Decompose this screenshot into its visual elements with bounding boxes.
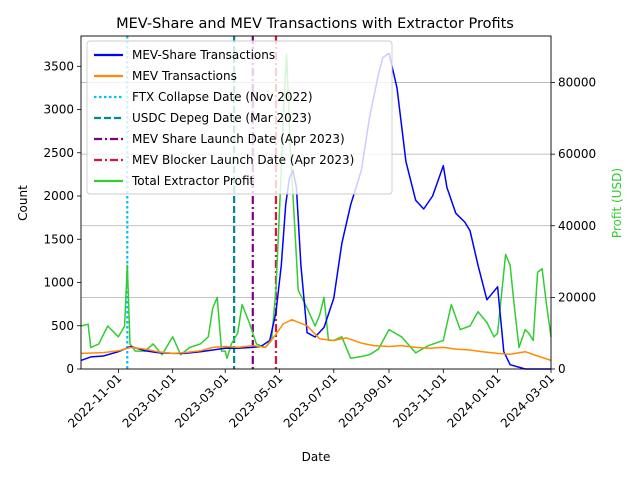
y2-tick-label-2: 40000 bbox=[558, 219, 596, 233]
series-line-1 bbox=[80, 318, 552, 362]
chart-title: MEV-Share and MEV Transactions with Extr… bbox=[116, 16, 514, 32]
legend-label-5: MEV Blocker Launch Date (Apr 2023) bbox=[132, 153, 354, 167]
y2-tick-label-3: 60000 bbox=[558, 147, 596, 161]
y-tick-label-6: 3000 bbox=[43, 103, 74, 117]
legend-label-4: MEV Share Launch Date (Apr 2023) bbox=[132, 132, 345, 146]
legend: MEV-Share Transactions MEV Transactions FT… bbox=[86, 40, 393, 195]
legend-label-3: USDC Depeg Date (Mar 2023) bbox=[132, 111, 312, 125]
series-layer bbox=[80, 52, 552, 370]
legend-label-6: Total Extractor Profit bbox=[131, 174, 255, 188]
y-tick-label-0: 0 bbox=[66, 362, 74, 376]
y-tick-label-3: 1500 bbox=[43, 232, 74, 246]
y-tick-label-4: 2000 bbox=[43, 189, 74, 203]
y2-tick-label-1: 20000 bbox=[558, 290, 596, 304]
legend-label-0: MEV-Share Transactions bbox=[132, 48, 275, 62]
y2-tick-label-0: 0 bbox=[558, 362, 566, 376]
y-axis-label: Count bbox=[16, 185, 30, 221]
y2-tick-label-4: 80000 bbox=[558, 76, 596, 90]
y-tick-label-7: 3500 bbox=[43, 59, 74, 73]
y-tick-label-1: 500 bbox=[51, 319, 74, 333]
x-axis-label: Date bbox=[302, 450, 331, 464]
y2-axis-label: Profit (USD) bbox=[610, 168, 624, 238]
series-line-2 bbox=[80, 53, 552, 360]
legend-label-2: FTX Collapse Date (Nov 2022) bbox=[132, 90, 313, 104]
legend-items: MEV-Share Transactions MEV Transactions FT… bbox=[94, 48, 354, 188]
legend-label-1: MEV Transactions bbox=[132, 69, 237, 83]
y-axis-right: 0 20000 40000 60000 80000 bbox=[551, 76, 596, 376]
y-tick-label-2: 1000 bbox=[43, 276, 74, 290]
legend-box bbox=[86, 40, 393, 195]
series-line-0 bbox=[80, 52, 551, 370]
plot-frame bbox=[80, 35, 552, 370]
y-axis-left: 0 500 1000 1500 2000 2500 3000 3500 bbox=[43, 59, 81, 376]
y-tick-label-5: 2500 bbox=[43, 146, 74, 160]
